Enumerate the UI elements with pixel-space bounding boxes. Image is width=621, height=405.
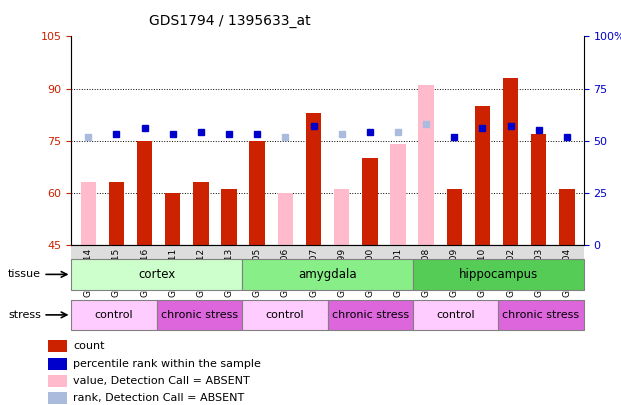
Text: GDS1794 / 1395633_at: GDS1794 / 1395633_at [149, 14, 310, 28]
Text: percentile rank within the sample: percentile rank within the sample [73, 358, 261, 369]
Bar [165, 193, 181, 245]
Bar [71, 259, 242, 290]
Bar [278, 193, 293, 245]
Text: control: control [437, 310, 475, 320]
Bar [71, 300, 156, 330]
Text: control: control [266, 310, 304, 320]
Bar [531, 134, 546, 245]
Bar [499, 300, 584, 330]
Text: chronic stress: chronic stress [332, 310, 409, 320]
Bar [559, 190, 574, 245]
Bar [221, 190, 237, 245]
Bar [419, 85, 434, 245]
Bar [334, 190, 350, 245]
Text: count: count [73, 341, 104, 351]
Bar [446, 190, 462, 245]
Text: chronic stress: chronic stress [161, 310, 238, 320]
Bar [503, 78, 519, 245]
Bar [109, 182, 124, 245]
Text: cortex: cortex [138, 268, 175, 281]
Bar [48, 358, 68, 370]
Bar [156, 300, 242, 330]
Bar [48, 375, 68, 387]
Bar [413, 259, 584, 290]
Bar [48, 340, 68, 352]
Bar [48, 392, 68, 404]
Bar [328, 300, 413, 330]
Bar [413, 300, 499, 330]
Bar [390, 144, 406, 245]
Bar [474, 106, 490, 245]
Text: rank, Detection Call = ABSENT: rank, Detection Call = ABSENT [73, 393, 244, 403]
Bar [362, 158, 378, 245]
Text: value, Detection Call = ABSENT: value, Detection Call = ABSENT [73, 376, 250, 386]
Bar [137, 141, 152, 245]
Bar [242, 259, 413, 290]
Bar [193, 182, 209, 245]
Bar [242, 300, 328, 330]
Text: control: control [95, 310, 134, 320]
Text: chronic stress: chronic stress [502, 310, 579, 320]
Text: tissue: tissue [8, 269, 41, 279]
Text: stress: stress [8, 310, 41, 320]
Bar [306, 113, 321, 245]
Text: amygdala: amygdala [298, 268, 357, 281]
Bar [250, 141, 265, 245]
Bar [81, 182, 96, 245]
Text: hippocampus: hippocampus [459, 268, 538, 281]
